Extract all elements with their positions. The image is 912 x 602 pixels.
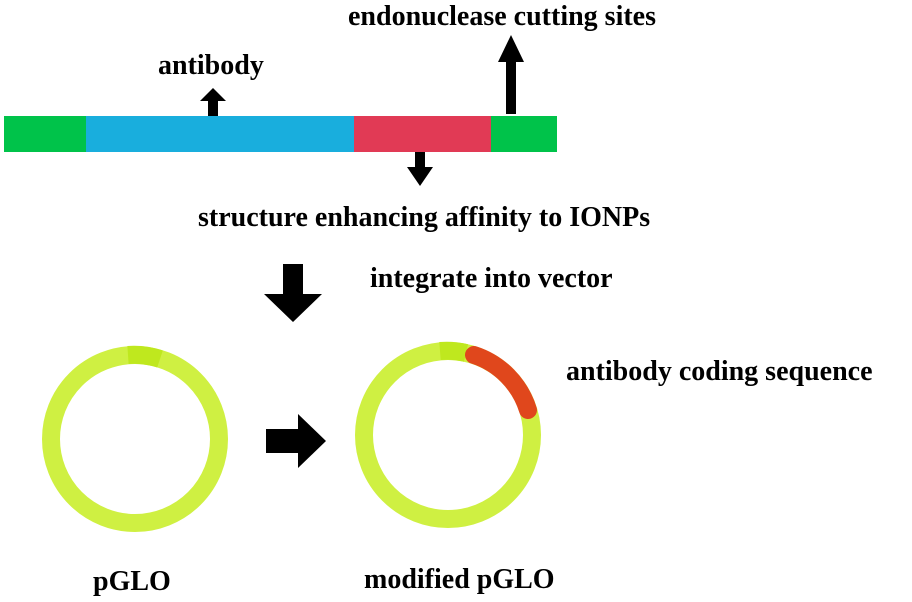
affinity-pointer-arrow [407,152,433,186]
dna-construct-bar [4,116,557,152]
affinity-structure-label: structure enhancing affinity to IONPs [198,202,651,233]
pglo-plasmid-ring [42,345,228,532]
integrate-down-arrow [264,264,322,322]
integrate-into-vector-label: integrate into vector [370,263,613,294]
antibody-coding-sequence-label: antibody coding sequence [566,356,873,387]
pglo-label: pGLO [93,566,171,597]
modified-pglo-plasmid-ring [355,341,541,528]
cutting-site-pointer-arrow [498,35,524,114]
modified-pglo-label: modified pGLO [364,564,555,595]
affinity-structure-segment [354,116,491,152]
cutting-site-segment-right [491,116,557,152]
antibody-label: antibody [158,50,264,81]
conversion-right-arrow [266,414,326,468]
antibody-insert-segment [465,346,537,419]
cutting-site-segment-left [4,116,86,152]
endonuclease-cutting-sites-label: endonuclease cutting sites [348,1,656,32]
antibody-segment [86,116,354,152]
antibody-pointer-arrow [200,88,226,116]
